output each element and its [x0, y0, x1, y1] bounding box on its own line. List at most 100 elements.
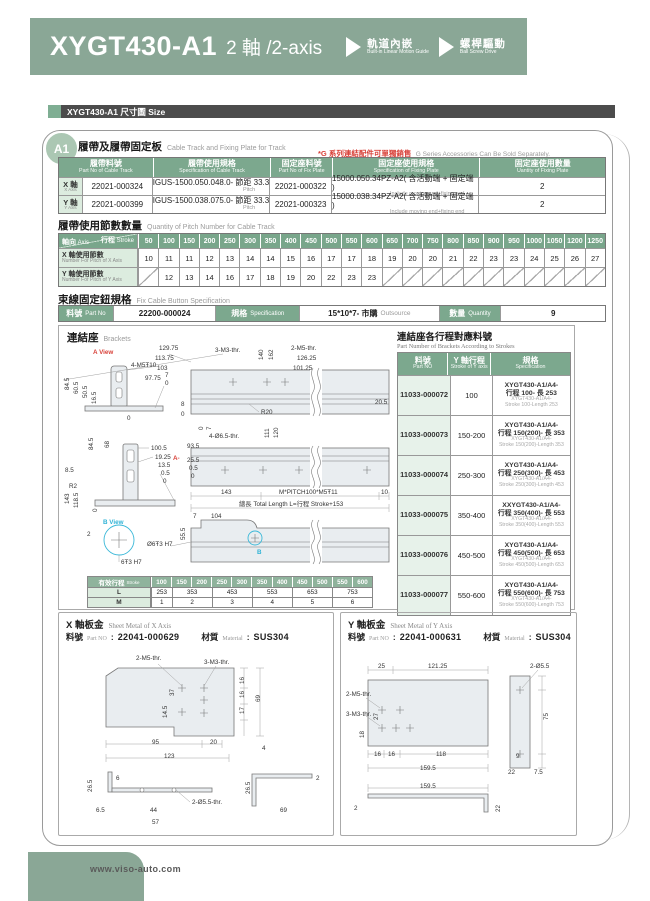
part-no: 11033-000076: [398, 536, 452, 575]
dim-label: 69: [280, 807, 288, 814]
spec-value: 15*10*7- 市購 Outsource: [300, 306, 440, 321]
y-sheet-dim-labels: 25 121.25 2-Ø5.5 2-M5-thr. 3-M3-thr. 27 18 16 16…: [346, 656, 572, 832]
effective-stroke-cell: 300: [231, 577, 252, 587]
dim-label: 8: [181, 401, 185, 408]
arrow-right-icon: [438, 36, 454, 57]
y-sheet-material: SUS304: [535, 632, 571, 642]
part-label: 料號 Part No: [59, 306, 114, 321]
stroke-header-row: 有效行程 Stroke 100 150 200 250 300 350 400 450 500 55…: [88, 577, 373, 587]
pitch-table: 行程 Stroke 軸向 Axis 50 100 150 200 250 300 350 40…: [58, 233, 606, 287]
dim-label: 7.5: [534, 769, 543, 776]
pitch-value-y: 17: [239, 267, 260, 286]
stroke-header-cell: 1200: [564, 234, 585, 248]
effective-stroke-cell: 250: [211, 577, 232, 587]
dim-label: 6: [116, 775, 120, 782]
spec: XYGT430-A1/A4- 行程 100- 長 253 XYGT430-A1/…: [504, 381, 559, 409]
dim-label: 14.5: [162, 705, 169, 718]
dim-label: 95: [152, 739, 160, 746]
title-en: Sheet Metal of Y Axis: [390, 622, 453, 630]
dim-label: 93.5: [187, 443, 200, 450]
pitch-value-x: 11: [158, 248, 179, 267]
dim-label: 60.5: [73, 381, 80, 394]
effective-stroke-cell: 550: [331, 577, 352, 587]
dim-label: 0: [92, 508, 99, 512]
pitch-value-x: 24: [523, 248, 544, 267]
stroke-header-cell: 600: [361, 234, 382, 248]
fix-part-no: 22021-000322: [270, 178, 333, 195]
brackets-dim-labels: A View 4-M5Ŧ10 7 0 84.5 60.5 50.5 16.5 0 129.75 11…: [63, 344, 393, 570]
bracket-parts-rows: 11033-000072 100 XYGT430-A1/A4- 行程 100- …: [398, 375, 570, 615]
dim-label: 0: [181, 411, 185, 418]
pitch-row-label: Y 軸使用節數 Number For Pitch of Y Axis: [59, 267, 138, 286]
pitch-value-y: 19: [280, 267, 301, 286]
section-bar: XYGT430-A1 尺寸圖 Size: [48, 105, 615, 118]
note-gray: G Series Accessories Can Be Sold Separat…: [415, 151, 551, 158]
dim-label: 0: [127, 415, 131, 422]
part-no: 22021-000324: [83, 178, 153, 195]
dim-label: 16: [374, 751, 382, 758]
title-cjk: 連結座各行程對應料號: [397, 332, 493, 343]
stroke-header-cells: 50 100 150 200 250 300 350 400 450 500 550 600 650 70…: [138, 234, 605, 248]
dim-label: 84.5: [64, 377, 71, 390]
x-sheet-material: SUS304: [253, 632, 289, 642]
dim-label: 129.75: [159, 345, 179, 352]
title-cjk: 連結座: [67, 332, 99, 344]
bracket-part-row: 11033-000072 100 XYGT430-A1/A4- 行程 100- …: [398, 375, 570, 415]
pitch-value-x: 12: [198, 248, 220, 267]
m-value: 1: [151, 597, 172, 607]
pitch-value-y: 13: [178, 267, 199, 286]
x-sheet-title: X 軸板金 Sheet Metal of X Axis: [66, 617, 171, 631]
dim-label: 26.5: [87, 779, 94, 792]
dim-label: 6.5: [96, 807, 105, 814]
dim-label: 22: [495, 804, 502, 812]
dim-label: 27: [373, 712, 380, 720]
col-header: 履帶料號 Part No of Cable Track: [59, 158, 153, 177]
dim-label: R2: [69, 483, 78, 490]
pitch-value-y: [462, 267, 484, 286]
dim-label: 159.5: [420, 783, 436, 790]
dim-label: 111: [264, 428, 271, 438]
length-value: 553: [251, 587, 292, 597]
l-label: L: [88, 587, 151, 597]
pitch-value-y: [422, 267, 443, 286]
title-en: Fix Cable Button Specification: [136, 298, 230, 305]
dim-label: R20: [261, 409, 273, 416]
stroke-header-label: 有效行程 Stroke: [88, 577, 151, 587]
badge-title: 螺桿驅動: [459, 37, 506, 50]
fix-part-no: 22021-000323: [270, 196, 333, 213]
stroke-header-cell: 450: [300, 234, 321, 248]
dim-label: B: [257, 549, 262, 556]
title-en: Brackets: [103, 336, 131, 343]
dim-label: 159.5: [420, 765, 436, 772]
feature-badges: 軌道內嵌 Built-in Linear Motion Guide 螺桿驅動 B…: [346, 36, 506, 57]
pitch-value-y: [543, 267, 565, 286]
dim-label: 16.5: [91, 391, 98, 404]
cable-track-table: 履帶料號 Part No of Cable Track 履帶使用規格 Specifi…: [58, 157, 606, 215]
pitch-value-y: [138, 267, 159, 286]
spec: XYGT430-A1/A4- 行程 450(500)- 長 653 XYGT43…: [497, 541, 565, 569]
length-value: 253: [151, 587, 172, 597]
decorative-edge-line: [560, 134, 630, 840]
dim-label: A-: [173, 455, 180, 462]
dim-label: 113.75: [155, 355, 174, 362]
pitch-value-y: 12: [158, 267, 179, 286]
brackets-drawing: [63, 353, 390, 565]
diagonal-corner-cell: 行程 Stroke 軸向 Axis: [59, 234, 138, 248]
y-sheet-box: [340, 612, 577, 836]
effective-stroke-cell: 600: [351, 577, 373, 587]
effective-stroke-table: 有效行程 Stroke 100 150 200 250 300 350 400 450 500 55…: [87, 576, 373, 608]
y-sheet-meta: 料號 Part NO:22041-000631 材質 Material: SUS304: [348, 632, 571, 642]
dim-label: 9: [516, 753, 520, 760]
title-cjk: 履帶及履帶固定板: [78, 141, 162, 153]
pitch-value-x: 14: [259, 248, 281, 267]
footer-decoration: [28, 852, 144, 901]
pitch-value-x: 22: [462, 248, 484, 267]
col-header: 料號 Part NO: [398, 353, 448, 375]
pitch-value-y: [483, 267, 504, 286]
part-no: 11033-000074: [398, 456, 452, 495]
content-box: [42, 130, 613, 846]
button-spec-title: 束線固定鈕規格 Fix Cable Button Specification: [58, 292, 230, 307]
pitch-value-y: 18: [259, 267, 281, 286]
